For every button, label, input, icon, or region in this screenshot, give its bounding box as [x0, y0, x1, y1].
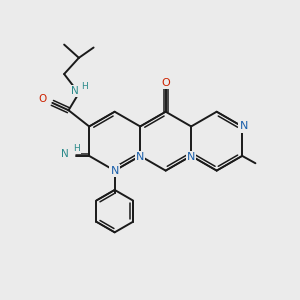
Text: O: O [161, 78, 170, 88]
Text: N: N [61, 149, 69, 159]
Text: H: H [81, 82, 88, 91]
Text: N: N [110, 166, 119, 176]
Text: H: H [74, 144, 80, 153]
Text: N: N [71, 86, 79, 96]
Text: N: N [239, 122, 248, 131]
Text: N: N [136, 152, 144, 162]
Text: N: N [187, 152, 195, 162]
Text: O: O [39, 94, 47, 104]
